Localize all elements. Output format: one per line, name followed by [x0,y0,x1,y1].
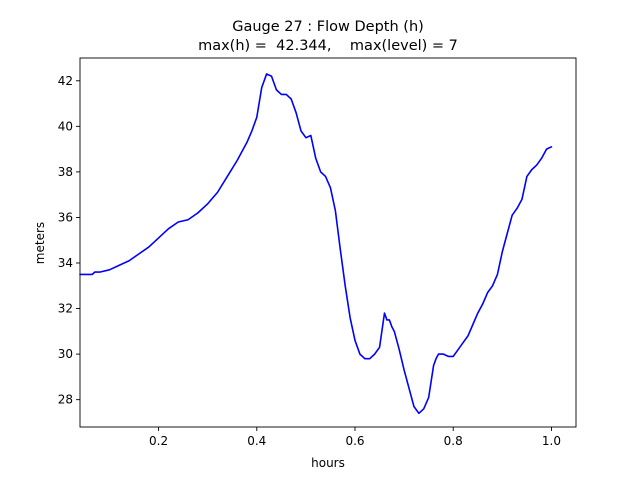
y-tick-label: 30 [58,347,73,361]
y-axis-label: meters [33,222,47,264]
y-tick-label: 42 [58,74,73,88]
y-tick-label: 32 [58,302,73,316]
y-tick-label: 38 [58,165,73,179]
y-tick-label: 40 [58,119,73,133]
plot-area: 0.2 0.4 0.6 0.8 1.0 28 30 32 34 36 38 40 42 [58,57,577,448]
series-line-0 [79,73,553,415]
x-tick-label: 0.6 [345,434,364,448]
x-tick-label: 1.0 [542,434,561,448]
chart-title: Gauge 27 : Flow Depth (h) [232,19,424,35]
x-tick-label: 0.4 [247,434,266,448]
x-tick-label: 0.8 [444,434,463,448]
x-axis-label: hours [311,456,345,470]
y-tick-label: 28 [58,393,73,407]
chart-subtitle: max(h) = 42.344, max(level) = 7 [198,38,458,54]
x-tick-label: 0.2 [149,434,168,448]
y-tick-label: 34 [58,256,73,270]
y-tick-label: 36 [58,210,73,224]
axes-frame [79,57,577,428]
